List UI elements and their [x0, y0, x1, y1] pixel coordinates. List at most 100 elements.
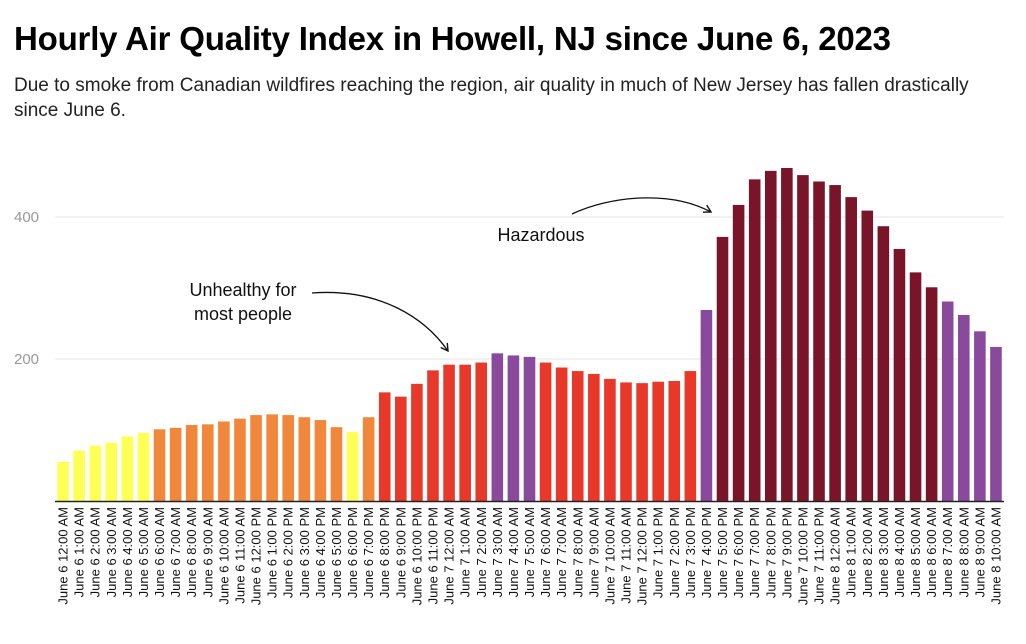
- bar-41: [716, 236, 729, 501]
- bar-27: [491, 353, 504, 501]
- x-tick-label-45: June 7 9:00 PM: [779, 507, 794, 598]
- x-tick-label-7: June 6 7:00 AM: [168, 507, 183, 597]
- chart-subtitle: Due to smoke from Canadian wildfires rea…: [14, 75, 969, 121]
- bar-37: [652, 381, 664, 501]
- y-tick-label-400: 400: [14, 209, 39, 226]
- bar-44: [764, 170, 777, 501]
- bar-45: [781, 168, 793, 501]
- bar-58: [990, 346, 1002, 501]
- x-tick-label-23: June 6 11:00 PM: [425, 507, 440, 604]
- bar-12: [250, 415, 262, 501]
- x-tick-label-50: June 8 2:00 AM: [860, 507, 875, 597]
- x-tick-label-10: June 6 10:00 AM: [216, 507, 231, 605]
- bar-39: [684, 371, 697, 501]
- bar-33: [588, 373, 600, 501]
- annotation-unhealthy-line-2: most people: [194, 304, 292, 324]
- bar-1: [73, 450, 85, 501]
- bar-23: [427, 370, 439, 501]
- bar-32: [571, 371, 584, 501]
- x-tick-label-52: June 8 4:00 AM: [892, 507, 907, 597]
- x-tick-label-40: June 7 4:00 PM: [699, 507, 714, 598]
- x-tick-label-8: June 6 8:00 AM: [184, 507, 199, 597]
- x-tick-label-4: June 6 4:00 AM: [120, 507, 135, 597]
- bar-30: [539, 362, 552, 501]
- x-tick-label-21: June 6 9:00 PM: [393, 507, 408, 598]
- bar-48: [829, 185, 841, 502]
- bar-2: [89, 445, 101, 501]
- bar-50: [861, 210, 874, 502]
- bar-49: [845, 197, 857, 501]
- x-tick-label-20: June 6 8:00 PM: [377, 507, 392, 598]
- x-tick-label-53: June 8 5:00 AM: [908, 507, 923, 597]
- x-tick-label-18: June 6 6:00 PM: [345, 507, 360, 598]
- bar-20: [378, 392, 391, 501]
- x-tick-label-33: June 7 9:00 AM: [586, 507, 601, 597]
- x-tick-label-13: June 6 1:00 PM: [265, 507, 280, 598]
- x-tick-label-42: June 7 6:00 PM: [731, 507, 746, 598]
- bar-54: [925, 287, 938, 501]
- annotation-unhealthy-arrow: [311, 291, 449, 353]
- bar-46: [797, 175, 809, 502]
- annotation-hazardous: Hazardous: [497, 225, 584, 245]
- x-tick-label-34: June 7 10:00 AM: [602, 507, 617, 605]
- x-tick-label-22: June 6 10:00 PM: [409, 507, 424, 605]
- x-tick-label-9: June 6 9:00 AM: [200, 507, 215, 597]
- x-tick-labels: June 6 12:00 AM June 6 1:00 AM June 6 2:00…: [56, 507, 1004, 605]
- x-tick-label-26: June 7 2:00 AM: [474, 507, 489, 597]
- x-tick-label-55: June 8 7:00 AM: [940, 507, 955, 597]
- bar-38: [668, 381, 681, 501]
- bar-42: [732, 204, 745, 501]
- x-tick-label-39: June 7 3:00 PM: [683, 507, 698, 598]
- chart-title: Hourly Air Quality Index in Howell, NJ s…: [14, 20, 891, 57]
- x-tick-label-16: June 6 4:00 PM: [313, 507, 328, 598]
- x-tick-label-47: June 7 11:00 PM: [812, 507, 827, 604]
- bar-4: [121, 436, 134, 501]
- x-tick-label-58: June 8 10:00 AM: [988, 507, 1003, 605]
- bar-0: [57, 461, 69, 501]
- bar-40: [700, 310, 713, 501]
- bar-36: [636, 383, 648, 501]
- x-tick-label-25: June 7 1:00 AM: [458, 507, 473, 597]
- x-tick-label-0: June 6 12:00 AM: [56, 507, 71, 605]
- bar-6: [153, 429, 166, 501]
- bar-19: [362, 417, 375, 501]
- x-tick-label-29: June 7 5:00 AM: [522, 507, 537, 597]
- x-tick-label-14: June 6 2:00 PM: [281, 507, 296, 598]
- x-tick-label-43: June 7 7:00 PM: [747, 507, 762, 598]
- x-tick-label-27: June 7 3:00 AM: [490, 507, 505, 597]
- x-tick-label-5: June 6 5:00 AM: [136, 507, 151, 597]
- bar-9: [202, 424, 214, 501]
- bar-17: [330, 427, 343, 501]
- x-tick-label-49: June 8 1:00 AM: [844, 507, 859, 597]
- x-tick-label-36: June 7 12:00 PM: [635, 507, 650, 605]
- x-tick-label-35: June 7 11:00 AM: [619, 507, 634, 604]
- x-tick-label-3: June 6 3:00 AM: [104, 507, 119, 597]
- x-tick-label-12: June 6 12:00 PM: [249, 507, 264, 605]
- x-tick-label-31: June 7 7:00 AM: [554, 507, 569, 597]
- x-tick-label-51: June 8 3:00 AM: [876, 507, 891, 597]
- x-tick-label-54: June 8 6:00 AM: [924, 507, 939, 597]
- x-tick-label-56: June 8 8:00 AM: [956, 507, 971, 597]
- x-tick-label-30: June 7 6:00 AM: [538, 507, 553, 597]
- x-tick-label-15: June 6 3:00 PM: [297, 507, 312, 598]
- x-tick-label-57: June 8 9:00 AM: [972, 507, 987, 597]
- bar-29: [523, 356, 536, 501]
- bar-31: [555, 367, 568, 501]
- x-tick-label-44: June 7 8:00 PM: [763, 507, 778, 598]
- bar-5: [137, 432, 150, 501]
- bar-3: [105, 442, 118, 501]
- bar-47: [813, 181, 825, 501]
- x-tick-label-38: June 7 2:00 PM: [667, 507, 682, 598]
- bar-55: [941, 301, 954, 501]
- bar-22: [411, 383, 423, 501]
- bar-43: [748, 179, 761, 501]
- bar-51: [877, 226, 890, 502]
- x-tick-label-6: June 6 6:00 AM: [152, 507, 167, 597]
- bar-34: [604, 378, 616, 501]
- x-tick-label-28: June 7 4:00 AM: [506, 507, 521, 597]
- bar-8: [185, 425, 198, 501]
- annotation-hazardous-arrow: [571, 197, 713, 215]
- bar-21: [395, 396, 407, 501]
- bar-16: [314, 420, 327, 501]
